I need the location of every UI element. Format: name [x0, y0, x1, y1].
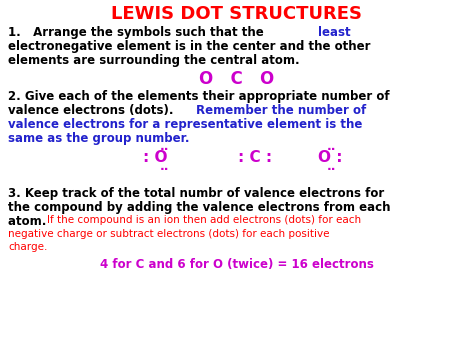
Text: ··: ··: [160, 163, 170, 176]
Text: electronegative element is in the center and the other: electronegative element is in the center…: [8, 40, 371, 53]
Text: LEWIS DOT STRUCTURES: LEWIS DOT STRUCTURES: [111, 5, 363, 23]
Text: If the compound is an ion then add electrons (dots) for each: If the compound is an ion then add elect…: [47, 215, 361, 225]
Text: ··: ··: [327, 143, 337, 156]
Text: charge.: charge.: [8, 242, 47, 252]
Text: negative charge or subtract electrons (dots) for each positive: negative charge or subtract electrons (d…: [8, 229, 329, 239]
Text: the compound by adding the valence electrons from each: the compound by adding the valence elect…: [8, 201, 391, 214]
Text: : O: : O: [143, 150, 167, 165]
Text: same as the group number.: same as the group number.: [8, 132, 190, 145]
Text: least: least: [318, 26, 351, 39]
Text: elements are surrounding the central atom.: elements are surrounding the central ato…: [8, 54, 300, 67]
Text: O   C   O: O C O: [200, 70, 274, 88]
Text: atom.: atom.: [8, 215, 55, 228]
Text: ··: ··: [160, 143, 170, 156]
Text: ··: ··: [327, 163, 337, 176]
Text: : C :: : C :: [238, 150, 272, 165]
Text: 4 for C and 6 for O (twice) = 16 electrons: 4 for C and 6 for O (twice) = 16 electro…: [100, 258, 374, 271]
Text: O :: O :: [318, 150, 342, 165]
Text: valence electrons (dots).: valence electrons (dots).: [8, 104, 186, 117]
Text: 1.   Arrange the symbols such that the: 1. Arrange the symbols such that the: [8, 26, 268, 39]
Text: 2. Give each of the elements their appropriate number of: 2. Give each of the elements their appro…: [8, 90, 390, 103]
Text: 3. Keep track of the total numbr of valence electrons for: 3. Keep track of the total numbr of vale…: [8, 187, 384, 200]
Text: Remember the number of: Remember the number of: [196, 104, 366, 117]
Text: valence electrons for a representative element is the: valence electrons for a representative e…: [8, 118, 363, 131]
